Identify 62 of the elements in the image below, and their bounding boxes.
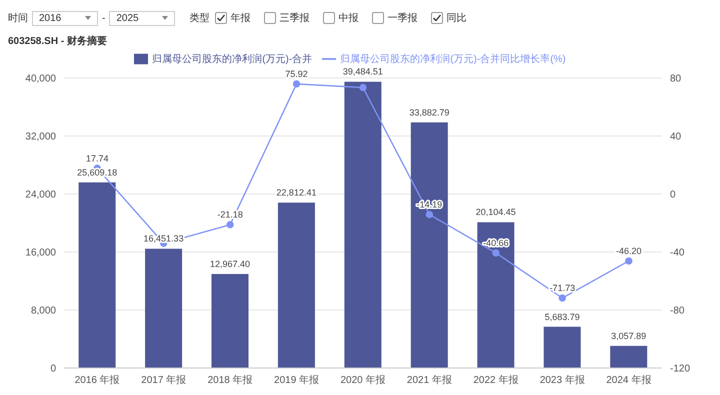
y-tick-label: 0	[50, 364, 56, 375]
y2-tick-label: 80	[670, 74, 682, 85]
x-tick-label: 2019 年报	[274, 374, 320, 386]
bar	[78, 182, 116, 368]
y-tick-label: 40,000	[25, 74, 56, 85]
x-tick-label: 2017 年报	[141, 374, 186, 386]
text: 三季报	[278, 12, 310, 25]
text: -	[102, 12, 106, 24]
bar	[477, 222, 514, 368]
y2-tick-label: -80	[670, 306, 685, 317]
data-label: 33,882.79	[409, 107, 450, 118]
data-label: 5,683.79	[544, 312, 580, 322]
point	[226, 221, 234, 228]
data-label: 75.92	[285, 68, 308, 79]
y-tick-label: 32,000	[25, 132, 56, 143]
legend-label: 归属母公司股东的净利润(万元)-合并同比增长率(%)	[340, 54, 566, 65]
text: 年报	[229, 12, 250, 25]
x-tick-label: 2021 年报	[406, 374, 452, 386]
data-label: -46.20	[616, 246, 642, 256]
data-label: 22,812.41	[276, 188, 316, 198]
y-tick-label: 24,000	[25, 190, 56, 201]
text: 类型	[189, 12, 210, 25]
x-tick-label: 2022 年报	[473, 374, 518, 386]
x-tick-label: 2023 年报	[540, 374, 585, 386]
x-tick-label: 2016 年报	[74, 374, 120, 386]
chart-title: 603258.SH - 财务摘要	[8, 34, 108, 48]
y2-tick-label: -40	[670, 248, 685, 259]
bar	[544, 326, 581, 368]
point	[558, 294, 566, 302]
bar	[145, 248, 182, 368]
data-label: 12,967.40	[210, 258, 250, 269]
bar	[410, 122, 448, 368]
dropdown-field: 2025	[109, 10, 176, 26]
point	[359, 84, 367, 92]
point	[426, 210, 434, 218]
y-tick-label: 8,000	[30, 306, 56, 317]
data-label: -71.73	[550, 283, 576, 294]
y2-tick-label: 40	[670, 132, 682, 143]
legend-label: 归属母公司股东的净利润(万元)-合并	[152, 54, 312, 65]
x-tick-label: 2024 年报	[606, 374, 652, 386]
text: 同比	[445, 12, 466, 25]
dropdown-field: 2016	[32, 10, 98, 26]
text: 一季报	[386, 12, 418, 25]
data-label: 20,104.45	[476, 207, 516, 218]
data-label: 39,484.51	[342, 66, 383, 77]
y-tick-label: 16,000	[25, 248, 56, 259]
y2-tick-label: 0	[670, 190, 676, 201]
bar	[212, 274, 249, 368]
text: 中报	[337, 12, 358, 25]
bar	[610, 346, 648, 368]
data-label: 3,057.89	[611, 330, 646, 341]
x-tick-label: 2018 年报	[208, 374, 253, 386]
x-tick-label: 2020 年报	[340, 374, 386, 386]
bar	[344, 82, 382, 368]
data-label: 17.74	[86, 153, 108, 164]
data-label: -40.66	[483, 238, 509, 248]
text: 时间	[8, 12, 28, 25]
point	[492, 249, 500, 257]
bar	[278, 202, 315, 368]
y2-tick-label: -120	[670, 364, 690, 375]
point	[292, 80, 300, 88]
point	[625, 257, 632, 265]
